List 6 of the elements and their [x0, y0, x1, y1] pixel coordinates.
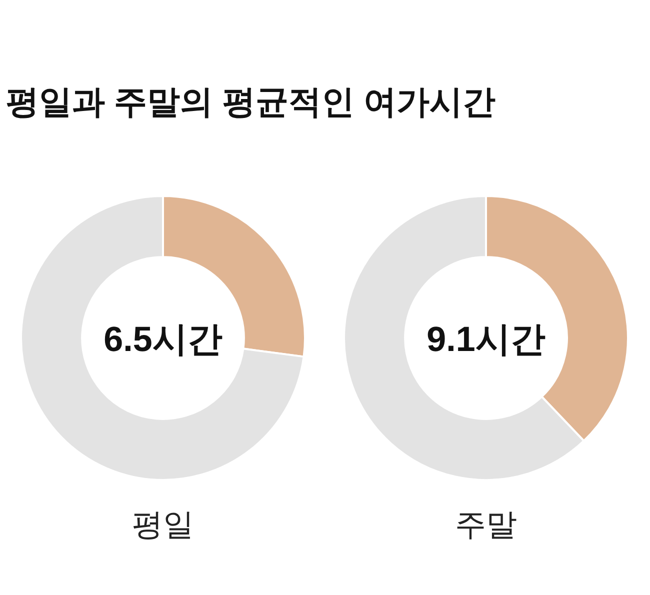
text: 주말: [455, 507, 517, 542]
text: 평일: [132, 507, 194, 542]
text: 6.5시간: [104, 320, 222, 359]
chart-title: 평일과 주말의 평균적인 여가시간: [6, 83, 496, 120]
text: 9.1시간: [426, 320, 546, 359]
donut-slice: [20, 195, 305, 481]
